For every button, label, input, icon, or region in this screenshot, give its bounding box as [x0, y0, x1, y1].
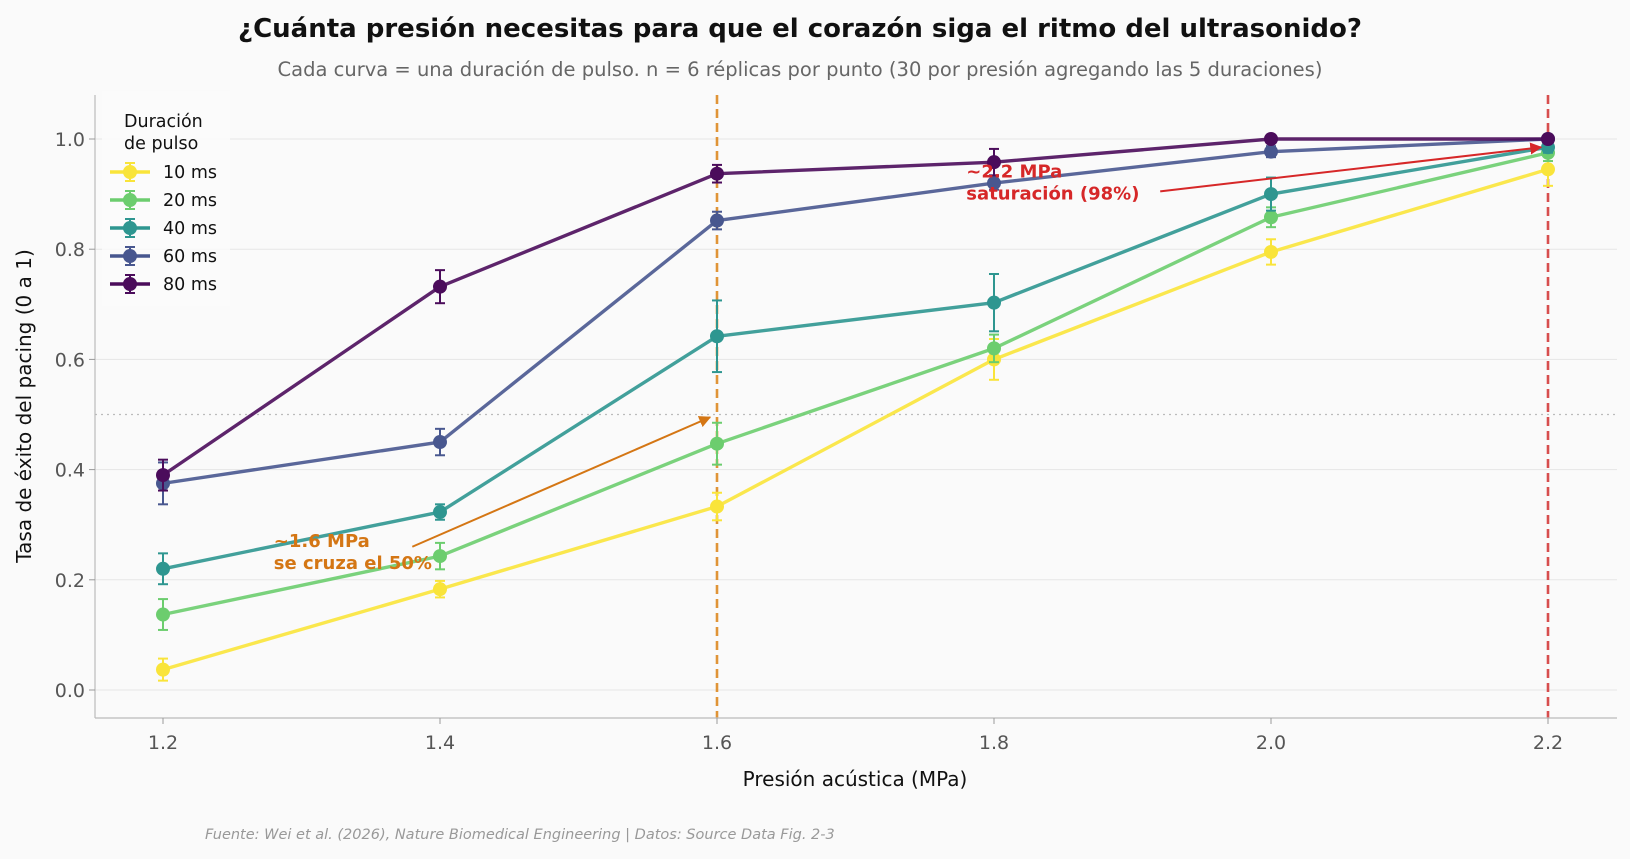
legend-label: 20 ms [163, 191, 217, 211]
data-point [987, 341, 1001, 356]
series-line [162, 145, 1549, 571]
series-80-ms [156, 132, 1555, 492]
annotation-arrow [1160, 142, 1543, 193]
data-point [1264, 244, 1278, 259]
series-line [162, 137, 1548, 477]
series-line [162, 167, 1549, 672]
annotation-text: ~1.6 MPa [274, 531, 370, 552]
data-point [156, 607, 170, 622]
y-tick-label: 1.0 [55, 129, 85, 151]
annotation-text: ~2.2 MPa [966, 162, 1062, 183]
axes [94, 95, 1617, 719]
data-point [1264, 144, 1278, 159]
data-point [710, 166, 724, 181]
y-axis-label: Tasa de éxito del pacing (0 a 1) [12, 249, 36, 564]
y-tick-label: 0.0 [55, 680, 85, 702]
x-tick-label: 1.2 [148, 732, 178, 754]
legend-marker [123, 165, 137, 179]
legend-label: 40 ms [163, 219, 217, 239]
legend-entry: 20 ms [110, 190, 217, 211]
data-point [433, 279, 447, 294]
data-point [987, 295, 1001, 310]
data-point [433, 505, 447, 520]
series-line [162, 137, 1549, 486]
data-point [156, 468, 170, 483]
data-point [433, 582, 447, 597]
legend-entry: 10 ms [110, 162, 217, 183]
x-tick-label: 1.6 [702, 732, 732, 754]
data-point [710, 499, 724, 514]
legend-label: 10 ms [163, 163, 217, 183]
gridlines [95, 138, 1617, 691]
chart-title: ¿Cuánta presión necesitas para que el co… [238, 14, 1362, 44]
data-point [1264, 187, 1278, 202]
y-tick-label: 0.8 [55, 239, 85, 261]
data-point [1264, 210, 1278, 225]
legend-label: 80 ms [163, 275, 217, 295]
series-line [162, 151, 1549, 617]
legend-entry: 60 ms [110, 246, 217, 267]
data-point [1541, 162, 1555, 177]
annotation-arrow [411, 416, 712, 548]
legend-marker [123, 249, 137, 263]
y-tick-label: 0.2 [55, 570, 85, 592]
legend-marker [123, 193, 137, 207]
legend-entry: 80 ms [110, 274, 217, 295]
data-point [1264, 132, 1278, 146]
annotation-text: se cruza el 50% [274, 553, 432, 574]
x-axis-label: Presión acústica (MPa) [743, 767, 968, 791]
series-40-ms [156, 140, 1555, 586]
legend-marker [123, 221, 137, 235]
y-tick-label: 0.4 [55, 460, 85, 482]
data-point [156, 662, 170, 677]
legend-title: Duración [124, 112, 203, 132]
reference-lines [95, 95, 1617, 718]
source-note: Fuente: Wei et al. (2026), Nature Biomed… [205, 827, 835, 843]
data-point [710, 329, 724, 344]
legend-label: 60 ms [163, 247, 217, 267]
y-tick-label: 0.6 [55, 349, 85, 371]
x-tick-label: 1.4 [425, 732, 455, 754]
chart-subtitle: Cada curva = una duración de pulso. n = … [278, 58, 1323, 81]
series [156, 132, 1555, 682]
data-point [433, 435, 447, 450]
data-point [987, 155, 1001, 170]
legend-marker [123, 277, 137, 291]
data-point [433, 549, 447, 564]
x-tick-label: 1.8 [979, 732, 1009, 754]
legend-title: de pulso [124, 134, 198, 154]
data-point [156, 561, 170, 576]
tick-labels: 0.0 0.2 0.4 0.6 0.8 1.0 1.2 1.4 1.6 1.8 2.0 2.2 [55, 129, 1563, 754]
data-point [1541, 132, 1555, 146]
series-10-ms [156, 151, 1555, 682]
x-tick-label: 2.0 [1256, 732, 1286, 754]
data-point [987, 176, 1001, 191]
annotation-text: saturación (98%) [966, 184, 1139, 205]
data-point [710, 436, 724, 451]
legend-entry: 40 ms [110, 218, 217, 239]
x-tick-label: 2.2 [1533, 732, 1563, 754]
data-point [710, 213, 724, 228]
